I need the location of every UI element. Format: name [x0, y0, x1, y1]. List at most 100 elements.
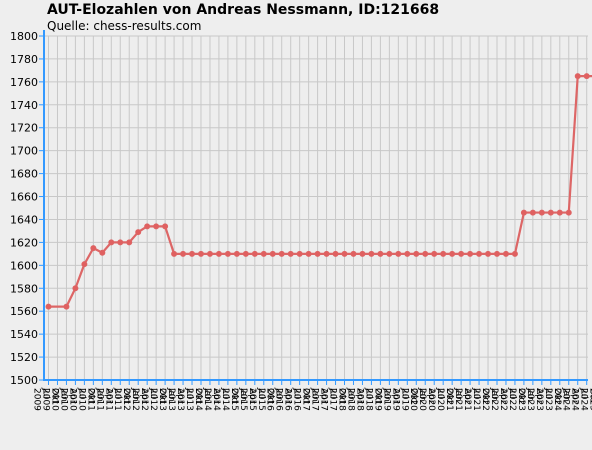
y-tick-label: 1700 [10, 145, 38, 158]
x-tick-label: Jul2023 [534, 387, 553, 411]
data-point [386, 250, 393, 257]
data-point [242, 250, 249, 257]
x-tick-label: Jul2010 [67, 387, 86, 411]
x-tick-label: Apr2022 [489, 388, 508, 411]
data-point [135, 229, 142, 236]
y-tick-label: 1720 [10, 122, 38, 135]
data-point [296, 250, 303, 257]
x-tick-label: Jan2022 [480, 387, 499, 411]
data-point [99, 249, 106, 256]
x-tick-label: Jul2015 [247, 387, 266, 411]
y-tick-label: 1740 [10, 99, 38, 112]
data-point [520, 209, 527, 216]
x-tick-label: Apr2018 [345, 388, 364, 411]
x-tick-label: Jul2024 [570, 387, 589, 411]
series-elo [45, 73, 592, 310]
x-tick-label: Okt2011 [112, 388, 131, 411]
data-point [583, 73, 590, 80]
data-point [269, 250, 276, 257]
chart-title: AUT-Elozahlen von Andreas Nessmann, ID:1… [47, 2, 440, 18]
x-tick-label: Jan2024 [552, 387, 571, 411]
series-line [48, 75, 592, 308]
x-tick-label: Okt2021 [471, 388, 490, 411]
y-tick-label: 1640 [10, 213, 38, 226]
y-tick-label: 1520 [10, 351, 38, 364]
data-point [467, 250, 474, 257]
x-tick-label: Jan2019 [372, 387, 391, 411]
data-point [538, 209, 545, 216]
data-point [440, 250, 447, 257]
data-point [81, 261, 88, 268]
x-tick-label: Okt2017 [328, 388, 347, 411]
data-point [126, 239, 133, 246]
data-point [305, 250, 312, 257]
data-point [63, 303, 70, 310]
y-tick-label: 1680 [10, 168, 38, 181]
y-tick-label: 1580 [10, 282, 38, 295]
x-tick-label: Okt2020 [435, 388, 454, 411]
data-point [458, 250, 465, 257]
y-tick-label: 1540 [10, 328, 38, 341]
x-tick-label: Jul2021 [462, 387, 481, 411]
data-point [162, 223, 169, 230]
x-tick-label: Jul2014 [211, 387, 230, 411]
data-point [314, 250, 321, 257]
x-tick-label: Jul2009 [32, 387, 51, 411]
x-tick-label: Jul2019 [390, 387, 409, 411]
data-point [413, 250, 420, 257]
x-tick-label: Okt2024 [579, 388, 592, 411]
data-point [197, 250, 204, 257]
data-point [108, 239, 115, 246]
x-tick-label: Okt2016 [292, 388, 311, 411]
x-tick-label: Jan2013 [157, 387, 176, 411]
data-point [529, 209, 536, 216]
x-tick-label: Okt2019 [399, 388, 418, 411]
x-tick-label: Apr2016 [274, 388, 293, 411]
x-tick-label: Jul2020 [426, 387, 445, 411]
y-tick-label: 1780 [10, 53, 38, 66]
x-tick-label: Okt2023 [543, 388, 562, 411]
data-point [206, 250, 213, 257]
x-tick-label: Jul2017 [319, 387, 338, 411]
x-tick-label: Jul2018 [354, 387, 373, 411]
data-point [323, 250, 330, 257]
x-tick-label: Jan2020 [408, 387, 427, 411]
x-tick-label: Okt2022 [507, 388, 526, 411]
data-point [359, 250, 366, 257]
x-tick-label: Jul2013 [175, 387, 194, 411]
y-tick-label: 1500 [10, 374, 38, 387]
x-tick-label: Okt2014 [220, 388, 239, 411]
x-tick-label: Okt2012 [148, 388, 167, 411]
x-tick-label: Okt2018 [363, 388, 382, 411]
data-point [215, 250, 222, 257]
data-point [556, 209, 563, 216]
data-point [144, 223, 151, 230]
y-tick-label: 1600 [10, 259, 38, 272]
x-tick-label: Apr2011 [94, 388, 113, 411]
chart-subtitle: Quelle: chess-results.com [47, 19, 202, 33]
x-tick-label: Jul2012 [139, 387, 158, 411]
data-point [565, 209, 572, 216]
data-point [547, 209, 554, 216]
data-point [171, 250, 178, 257]
x-tick-label: Apr2014 [202, 388, 221, 411]
x-tick-label: Apr2019 [381, 388, 400, 411]
data-point [485, 250, 492, 257]
y-tick-label: 1620 [10, 236, 38, 249]
y-tick-label: 1760 [10, 76, 38, 89]
data-point [233, 250, 240, 257]
x-tick-label: Apr2024 [561, 388, 580, 411]
x-tick-label: Apr2023 [525, 388, 544, 411]
x-tick-label: Jan2012 [121, 387, 140, 411]
x-tick-label: Apr2021 [453, 388, 472, 411]
x-tick-label: Apr2020 [417, 388, 436, 411]
x-tick-label: Jul2011 [103, 387, 122, 411]
data-point [431, 250, 438, 257]
x-tick-label: Apr2012 [130, 388, 149, 411]
data-point [395, 250, 402, 257]
x-tick-label: Jul2016 [283, 387, 302, 411]
data-point [117, 239, 124, 246]
data-point [476, 250, 483, 257]
x-tick-label: Apr2017 [310, 388, 329, 411]
